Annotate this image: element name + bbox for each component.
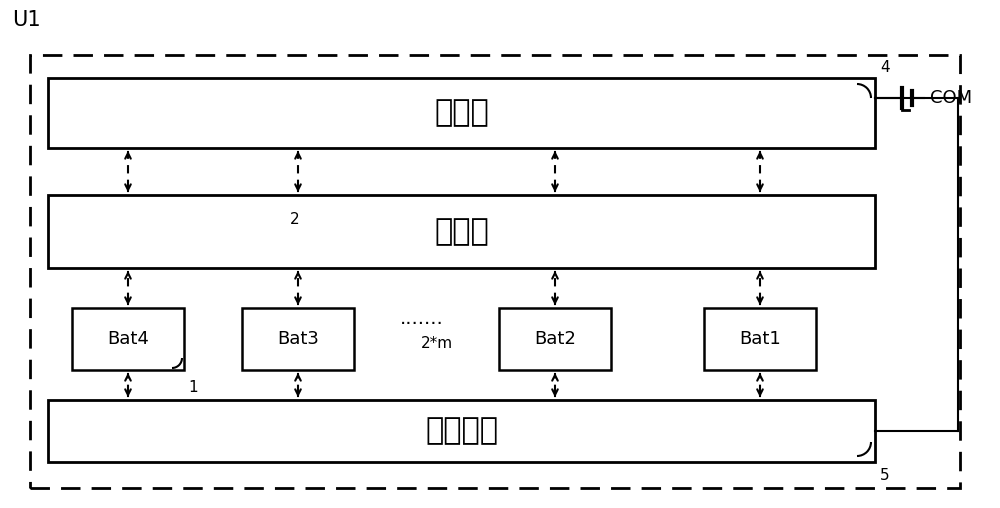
Text: 2*m: 2*m	[420, 336, 453, 352]
Bar	[48, 78, 875, 148]
Bar	[48, 195, 875, 268]
Bar	[499, 308, 611, 370]
Text: COM: COM	[930, 89, 972, 107]
Text: 采样单元: 采样单元	[425, 417, 498, 446]
Text: 控制器: 控制器	[434, 99, 489, 128]
Bar	[72, 308, 184, 370]
Text: U1: U1	[12, 10, 41, 30]
Text: 2: 2	[290, 212, 300, 228]
Text: Bat2: Bat2	[534, 330, 576, 348]
Bar	[704, 308, 816, 370]
Text: Bat3: Bat3	[277, 330, 319, 348]
Text: 1: 1	[188, 380, 198, 396]
Text: Bat4: Bat4	[107, 330, 149, 348]
Text: 4: 4	[880, 60, 890, 75]
Bar	[48, 400, 875, 462]
Bar	[242, 308, 354, 370]
Text: 主电路: 主电路	[434, 217, 489, 246]
Text: Bat1: Bat1	[739, 330, 781, 348]
Text: .......: .......	[400, 309, 443, 329]
Bar	[30, 55, 960, 488]
Text: 5: 5	[880, 468, 890, 483]
